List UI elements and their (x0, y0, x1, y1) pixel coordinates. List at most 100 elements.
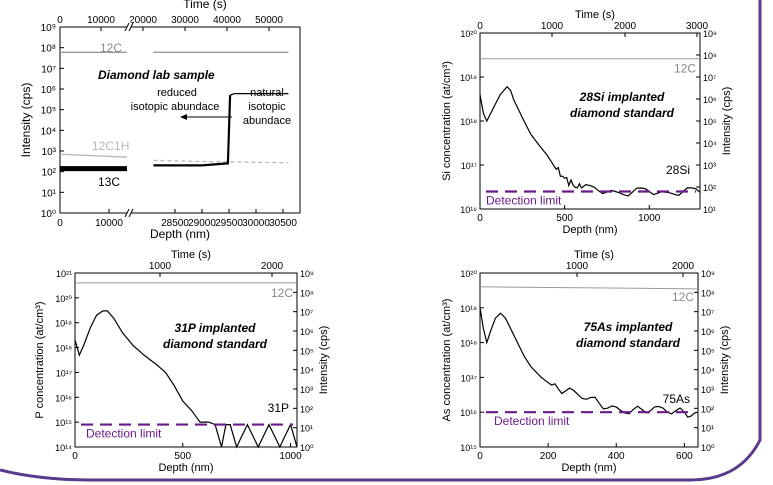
plot-4-y2-tick-label: 10⁵ (701, 346, 715, 356)
plot-2-y2-tick-label: 10⁶ (703, 95, 717, 105)
plot-1-series-12C1H (153, 159, 289, 164)
plot-2-title: 28Si implanted (579, 90, 665, 104)
plot-1-x2-tick-label: 10000 (87, 15, 115, 26)
plot-4-y2-tick-label: 10³ (701, 385, 714, 395)
plot-3-x2-tick-label: 1000 (149, 261, 172, 272)
plot-3-x-tick-label: 500 (174, 451, 191, 462)
plot-1-series-label-12C1H: 12C1H (92, 139, 129, 153)
plot-1-x2-axis-label: Time (s) (183, 0, 227, 11)
plot-1-y-tick-label: 10³ (42, 147, 57, 158)
plot-1-x2-tick-label: 40000 (213, 15, 241, 26)
plot-1-x2-tick-label: 0 (57, 15, 63, 26)
plot-1-y-tick-label: 10⁹ (41, 23, 56, 34)
plot-4-series-label-12C: 12C (672, 290, 694, 304)
plot-3-y-tick-label: 10²¹ (56, 269, 72, 279)
plot-4-x-tick-label: 0 (477, 451, 483, 462)
plot-1-axis-break-mark (124, 22, 130, 32)
plot-2-y-tick-label: 10¹⁶ (460, 205, 477, 215)
plot-3-y-axis-label: P concentration (at/cm³) (34, 301, 46, 418)
plot-4-y2-axis-label: Intensity (cps) (719, 326, 731, 394)
plot-1-annotation: isotopic abundace (131, 101, 220, 113)
plot-4-y2-tick-label: 10⁷ (701, 308, 714, 318)
plot-2-y2-tick-label: 10² (703, 183, 716, 193)
plot-4-y-tick-label: 10²⁰ (460, 269, 477, 279)
plot-3-y2-tick-label: 10⁸ (300, 288, 314, 298)
plot-1-series-12C1H (59, 153, 128, 158)
plot-2-x2-tick-label: 0 (477, 21, 483, 32)
plot-3-x-tick-label: 1000 (279, 451, 302, 462)
plot-4-y-tick-label: 10¹⁶ (460, 408, 477, 418)
plot-4-title: diamond standard (576, 336, 681, 350)
plot-1-arrow-head (180, 114, 187, 120)
plot-4-title: 75As implanted (584, 320, 673, 334)
plot-1-series-label-13C: 13C (98, 175, 120, 189)
plot-2-x2-tick-label: 2000 (614, 21, 637, 32)
plot-4-x2-tick-label: 2000 (672, 261, 695, 272)
plot-3-y2-tick-label: 10⁹ (300, 269, 314, 279)
plot-1-x-tick-label: 10000 (95, 218, 123, 229)
plot-3-x2-axis-label: Time (s) (171, 249, 211, 261)
plot-2-series-label-28Si: 28Si (666, 163, 690, 177)
plot-2-y-tick-label: 10¹⁹ (460, 73, 477, 83)
plot-1-annotation: natural (250, 87, 284, 99)
plot-4-y-tick-label: 10¹⁸ (460, 339, 477, 349)
plot-3-y-tick-label: 10¹⁴ (55, 443, 72, 453)
plot-3-y2-tick-label: 10² (300, 404, 313, 414)
plot-2-y2-tick-label: 10⁷ (703, 73, 716, 83)
plot-2-detection-limit-label: Detection limit (486, 193, 562, 207)
plot-2-y-tick-label: 10²⁰ (460, 29, 477, 39)
plot-4-y2-tick-label: 10⁶ (701, 327, 715, 337)
plot-1-annotation: reduced (157, 87, 197, 99)
plot-2-series-label-12C: 12C (674, 62, 696, 76)
plot-1-x2-tick-label: 50000 (255, 15, 283, 26)
plot-3-y2-axis-label: Intensity (cps) (318, 326, 330, 394)
plot-2-x2-tick-label: 3000 (686, 21, 709, 32)
plot-1-axis-break-mark (124, 208, 130, 218)
plot-4-y-axis-label: As concentration (at/cm³) (441, 299, 453, 422)
plot-1-annotation: isotopic (248, 101, 286, 113)
plot-1-x-tick-label: 30000 (242, 218, 270, 229)
plot-1-x-axis-label: Depth (nm) (150, 227, 210, 241)
plot-2-y2-tick-label: 10⁴ (703, 139, 717, 149)
plot-3-y-tick-label: 10¹⁷ (56, 368, 72, 378)
plot-3-y2-tick-label: 10⁷ (300, 308, 313, 318)
plot-3-y2-tick-label: 10¹ (300, 424, 313, 434)
figure-border (0, 0, 762, 482)
plot-4-x2-axis-label: Time (s) (574, 249, 614, 261)
plot-2-x-tick-label: 500 (556, 213, 573, 224)
plot-1-title: Diamond lab sample (98, 68, 215, 82)
plot-4-frame (479, 272, 699, 448)
plot-1-x-tick-label: 0 (57, 218, 63, 229)
plot-4-y-tick-label: 10¹⁹ (460, 304, 477, 314)
plot-4-y2-tick-label: 10² (701, 404, 714, 414)
plot-3-y2-tick-label: 10³ (300, 385, 313, 395)
plot-4-y-tick-label: 10¹⁵ (460, 443, 477, 453)
plot-1-x-tick-label: 29000 (188, 218, 216, 229)
plot-1-y-tick-label: 10⁶ (41, 85, 56, 96)
plot-4-x-tick-label: 600 (676, 451, 693, 462)
plot-2-x2-tick-label: 1000 (541, 21, 564, 32)
plot-3-y-tick-label: 10¹⁹ (55, 319, 72, 329)
plot-4-series-label-75As: 75As (663, 392, 690, 406)
plot-4-y-tick-label: 10¹⁷ (461, 373, 477, 383)
plot-3-x2-tick-label: 2000 (261, 261, 284, 272)
plot-3-y2-tick-label: 10⁴ (300, 366, 314, 376)
plot-1-y-tick-label: 10¹ (42, 188, 57, 199)
plot-2-y-tick-label: 10¹⁸ (460, 117, 477, 127)
plot-3-y2-tick-label: 10⁵ (300, 346, 314, 356)
plot-4-series-75As (479, 307, 699, 418)
plot-1-y-tick-label: 10² (42, 168, 57, 179)
plot-2-series-28Si (479, 85, 701, 197)
plot-3-y2-tick-label: 10⁶ (300, 327, 314, 337)
plot-3-y-tick-label: 10¹⁶ (55, 393, 72, 403)
plot-2-x-axis-label: Depth (nm) (562, 224, 617, 236)
plot-1-series-label-12C: 12C (100, 41, 122, 55)
plot-1-axis-break-gap (127, 22, 131, 32)
plot-3-y-tick-label: 10¹⁵ (55, 418, 72, 428)
plot-3-title: 31P implanted (175, 321, 257, 335)
plot-4-series-12C (479, 286, 699, 290)
plot-4-y2-tick-label: 10¹ (701, 424, 714, 434)
plot-1-x2-tick-label: 30000 (171, 15, 199, 26)
plot-3-x-tick-label: 0 (72, 451, 78, 462)
